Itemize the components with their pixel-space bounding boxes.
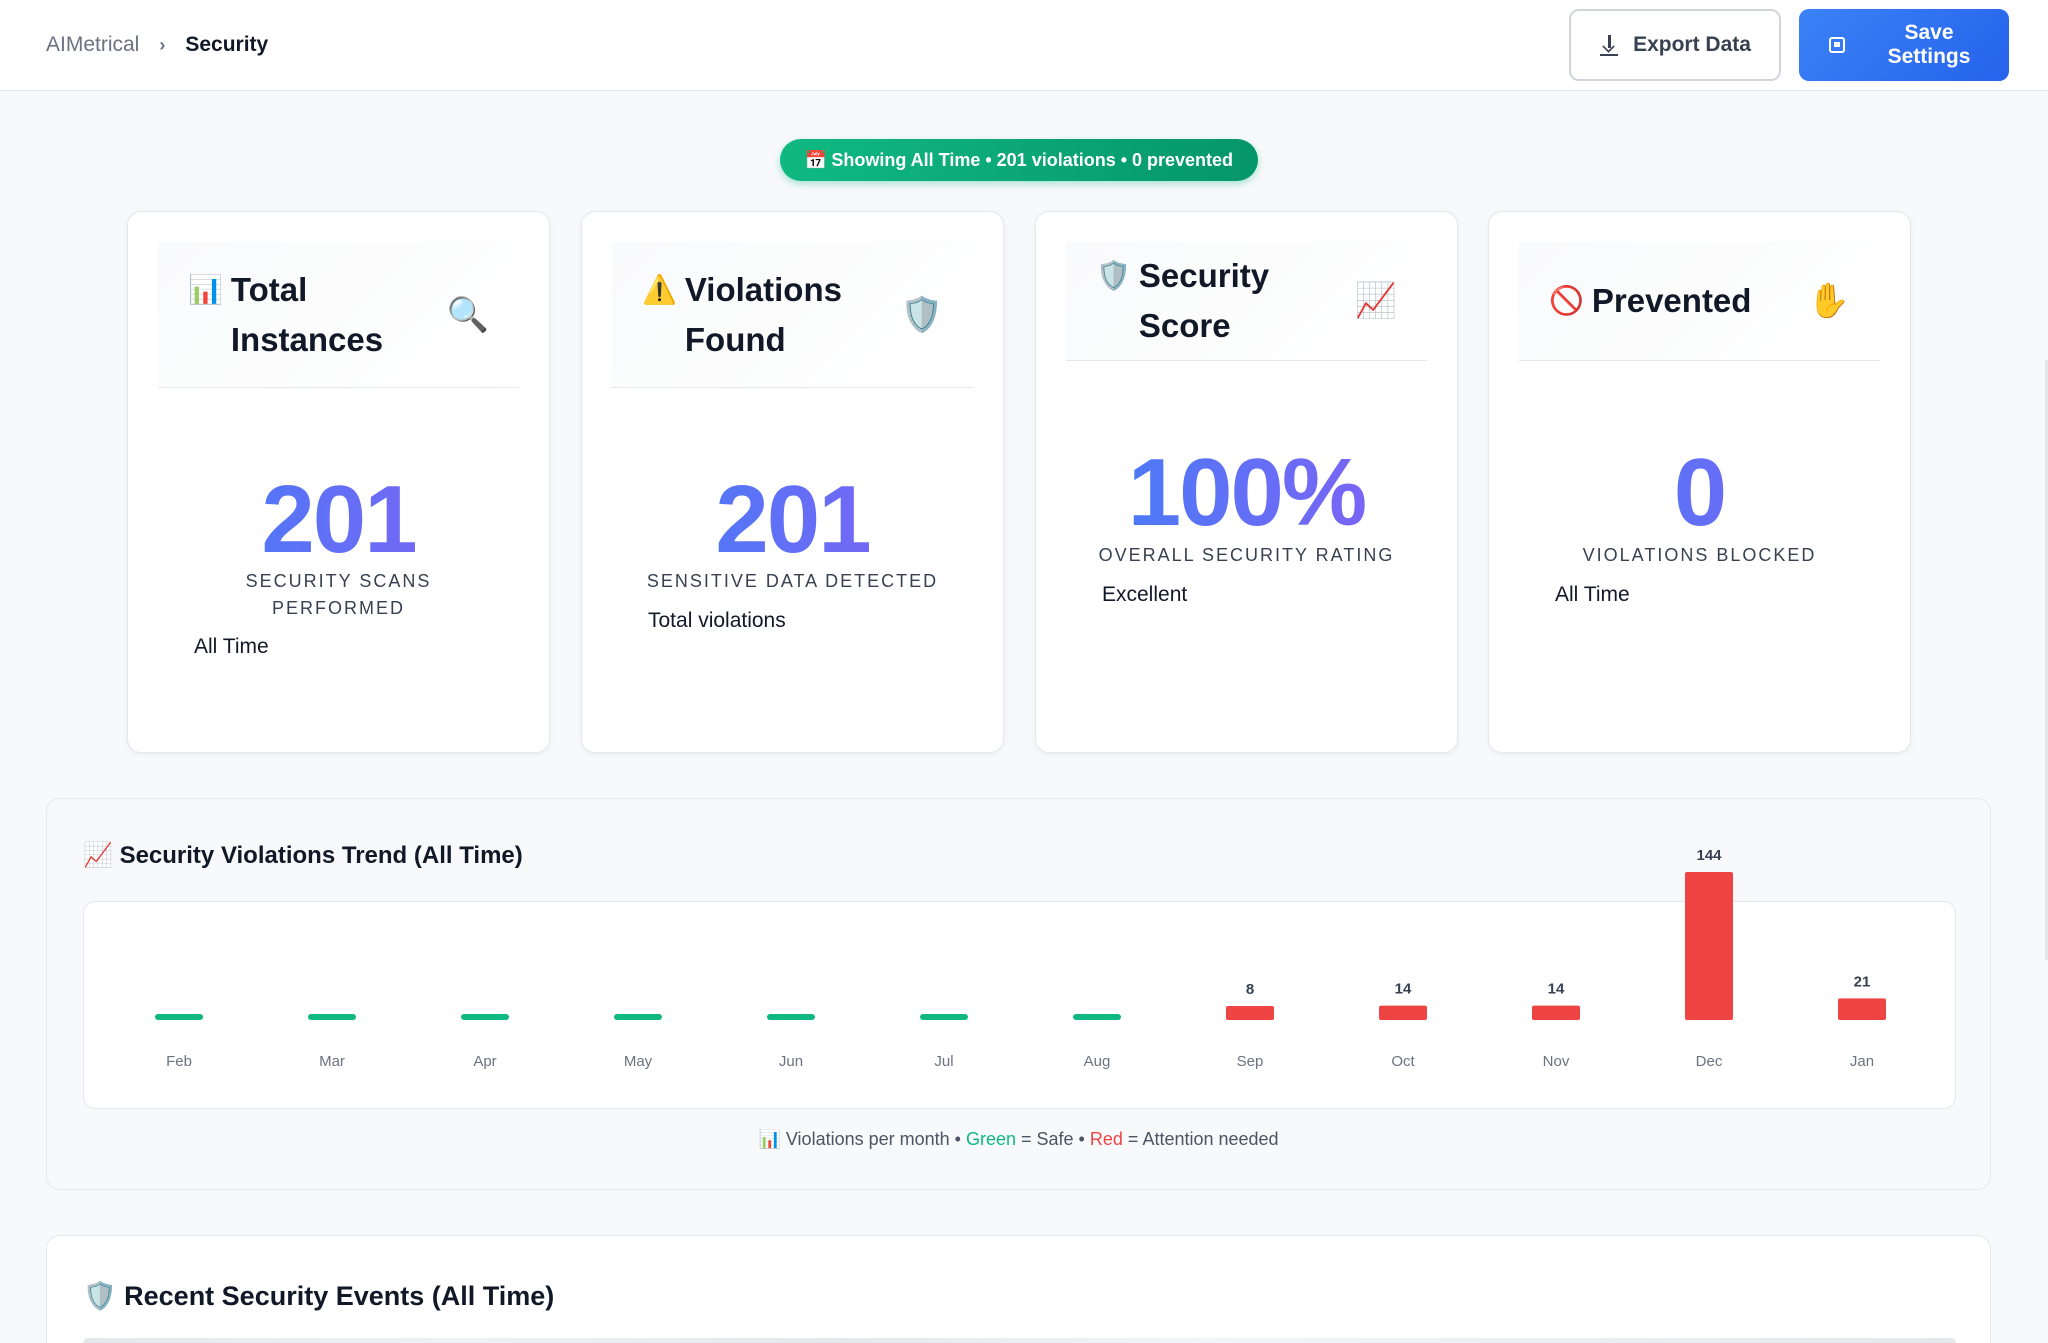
- trend-up-icon: 📈: [1354, 282, 1397, 320]
- no-entry-icon: 🚫: [1549, 285, 1584, 316]
- card-title-text: Violations Found: [684, 270, 842, 358]
- card-value: 201: [128, 465, 549, 575]
- bar-value-label: 8: [1246, 981, 1254, 998]
- x-tick-label: Aug: [1084, 1053, 1111, 1070]
- calendar-icon: 📅: [804, 149, 828, 170]
- chevron-right-icon: ›: [159, 34, 166, 55]
- bar-mar: [308, 1014, 356, 1020]
- bar-jan: [1838, 998, 1886, 1020]
- card-title-text: Prevented: [1591, 282, 1752, 319]
- card-note: Total violations: [648, 609, 786, 632]
- card-label: SENSITIVE DATA DETECTED: [646, 571, 939, 591]
- chart-legend: 📊 Violations per month • Green = Safe • …: [47, 1129, 1990, 1150]
- bar-value-label: 14: [1395, 981, 1412, 998]
- card-title: 🚫 Prevented: [1549, 276, 1751, 326]
- card-label: SECURITY SCANS PERFORMED: [245, 571, 432, 618]
- legend-green-word: Green: [965, 1129, 1016, 1149]
- card-title-text: Total Instances: [230, 270, 384, 358]
- card-title-text: Security Score: [1138, 257, 1270, 344]
- x-tick-label: May: [624, 1053, 653, 1070]
- magnifier-icon: 🔍: [446, 295, 489, 334]
- card-value: 201: [582, 465, 1003, 575]
- export-data-button[interactable]: Export Data: [1569, 9, 1781, 81]
- card-title: ⚠️ Violations Found: [642, 265, 885, 365]
- bar-dec: [1685, 872, 1733, 1020]
- bar-jul: [920, 1014, 968, 1020]
- bar-feb: [155, 1014, 203, 1020]
- filter-status-pill: 📅 Showing All Time • 201 violations • 0 …: [780, 139, 1258, 181]
- violations-found-card: ⚠️ Violations Found 🛡️ 201 SENSITIVE DAT…: [581, 211, 1004, 753]
- shield-icon: 🛡️: [1096, 260, 1131, 291]
- bar-oct: [1379, 1005, 1427, 1020]
- x-tick-label: Jan: [1850, 1053, 1874, 1070]
- card-header: 🚫 Prevented ✋: [1519, 242, 1880, 361]
- breadcrumb-current: Security: [185, 33, 269, 56]
- card-note: All Time: [194, 635, 269, 658]
- top-bar: AIMetrical › Security Export Data Save S…: [0, 0, 2048, 91]
- card-header: 📊 Total Instances 🔍: [158, 242, 519, 388]
- card-label: VIOLATIONS BLOCKED: [1582, 545, 1817, 565]
- card-label: OVERALL SECURITY RATING: [1098, 545, 1395, 565]
- scrollbar-track[interactable]: [2045, 360, 2048, 960]
- export-data-label: Export Data: [1633, 33, 1751, 56]
- bar-value-label: 14: [1548, 981, 1565, 998]
- x-tick-label: Dec: [1696, 1053, 1723, 1070]
- trend-title: 📈 Security Violations Trend (All Time): [83, 841, 523, 870]
- trend-title-text: Security Violations Trend (All Time): [119, 842, 523, 869]
- trend-chart: Feb Mar Apr May Jun Jul Aug 8 Sep 14 Oct 14 Nov 144 De…: [83, 847, 1956, 1109]
- save-settings-button[interactable]: Save Settings: [1799, 9, 2009, 81]
- x-tick-label: Mar: [319, 1053, 345, 1070]
- x-tick-label: Nov: [1543, 1053, 1570, 1070]
- bar-aug: [1073, 1014, 1121, 1020]
- recent-events-panel: 🛡️ Recent Security Events (All Time): [46, 1235, 1991, 1343]
- trend-chart-svg: Feb Mar Apr May Jun Jul Aug 8 Sep 14 Oct 14 Nov 144 De…: [155, 847, 1886, 1070]
- header-actions: Export Data Save Settings: [1569, 9, 2009, 81]
- x-tick-label: Jul: [934, 1053, 953, 1070]
- security-score-card: 🛡️ Security Score 📈 100% OVERALL SECURIT…: [1035, 211, 1458, 753]
- card-note: All Time: [1555, 583, 1630, 606]
- bar-chart-icon: 📊: [188, 273, 223, 305]
- card-value: 0: [1489, 438, 1910, 548]
- save-icon: [1829, 37, 1845, 53]
- events-title-text: Recent Security Events (All Time): [124, 1281, 555, 1311]
- bar-may: [614, 1014, 662, 1020]
- shield-icon: 🛡️: [83, 1281, 117, 1311]
- download-icon: [1599, 34, 1619, 56]
- events-table-header: [83, 1338, 1956, 1343]
- shield-icon: 🛡️: [900, 295, 943, 334]
- warning-icon: ⚠️: [642, 273, 677, 305]
- legend-green-text: = Safe •: [1021, 1129, 1085, 1149]
- bar-jun: [767, 1014, 815, 1020]
- violations-trend-panel: 📈 Security Violations Trend (All Time) F…: [46, 798, 1991, 1190]
- legend-red-text: = Attention needed: [1127, 1129, 1279, 1149]
- bar-sep: [1226, 1006, 1274, 1020]
- trend-up-icon: 📈: [83, 842, 113, 869]
- x-tick-label: Feb: [166, 1053, 192, 1070]
- card-header: ⚠️ Violations Found 🛡️: [612, 242, 973, 388]
- bar-nov: [1532, 1005, 1580, 1020]
- breadcrumb: AIMetrical › Security: [46, 33, 268, 57]
- bar-chart-icon: 📊: [758, 1129, 781, 1149]
- filter-status-text: Showing All Time • 201 violations • 0 pr…: [831, 149, 1234, 170]
- prevented-card: 🚫 Prevented ✋ 0 VIOLATIONS BLOCKED All T…: [1488, 211, 1911, 753]
- card-title: 🛡️ Security Score: [1096, 251, 1355, 351]
- bar-apr: [461, 1014, 509, 1020]
- card-note: Excellent: [1102, 583, 1188, 606]
- x-tick-label: Sep: [1237, 1053, 1264, 1070]
- card-title: 📊 Total Instances: [188, 265, 401, 365]
- breadcrumb-root-link[interactable]: AIMetrical: [46, 33, 140, 56]
- raised-hand-icon: ✋: [1807, 282, 1850, 320]
- bar-value-label: 144: [1696, 847, 1722, 864]
- legend-prefix: Violations per month •: [785, 1129, 961, 1149]
- x-tick-label: Apr: [473, 1053, 496, 1070]
- card-value: 100%: [1036, 438, 1457, 548]
- events-title: 🛡️ Recent Security Events (All Time): [83, 1280, 554, 1312]
- total-instances-card: 📊 Total Instances 🔍 201 SECURITY SCANS P…: [127, 211, 550, 753]
- save-settings-label: Save Settings: [1887, 21, 1971, 68]
- card-header: 🛡️ Security Score 📈: [1066, 242, 1427, 361]
- legend-red-word: Red: [1089, 1129, 1123, 1149]
- x-tick-label: Jun: [779, 1053, 803, 1070]
- bar-value-label: 21: [1854, 973, 1871, 990]
- x-tick-label: Oct: [1391, 1053, 1415, 1070]
